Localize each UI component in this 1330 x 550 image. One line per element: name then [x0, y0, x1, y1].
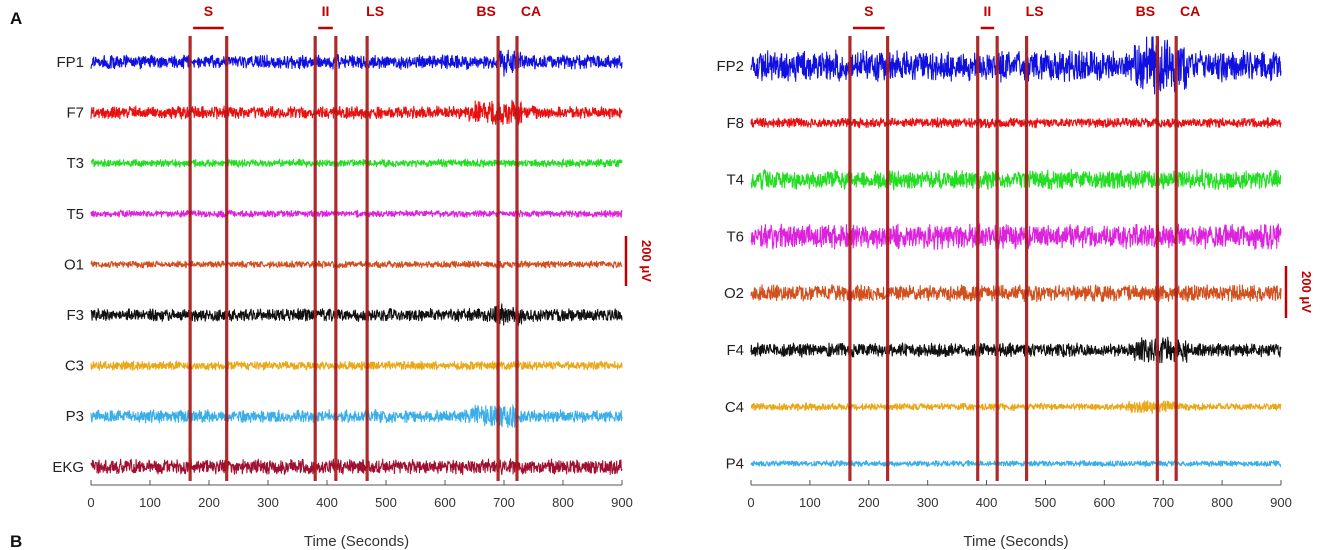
event-label-s: S — [204, 3, 213, 19]
channel-label-c4: C4 — [725, 399, 744, 416]
channel-label-p4: P4 — [726, 456, 744, 473]
x-tick-label: 0 — [87, 495, 94, 510]
x-tick-label: 900 — [1270, 495, 1292, 510]
trace-o2 — [750, 284, 1282, 303]
x-tick-label: 0 — [747, 495, 754, 510]
channel-label-t5: T5 — [66, 206, 84, 223]
x-tick-label: 400 — [976, 495, 998, 510]
channel-label-f3: F3 — [66, 307, 84, 324]
trace-c3 — [90, 360, 623, 371]
channel-label-t6: T6 — [726, 228, 744, 245]
event-label-s: S — [864, 3, 873, 19]
left-eeg-chart: FP1 F7 T3 T5 O1 F3 C3 P3 EKG S II LS BS CA 0 100 200 300 4… — [52, 3, 654, 550]
x-tick-label: 500 — [1035, 495, 1057, 510]
x-tick-label: 200 — [858, 495, 880, 510]
channel-label-t3: T3 — [66, 155, 84, 172]
channel-label-f7: F7 — [66, 105, 84, 122]
x-axis-title: Time (Seconds) — [304, 533, 409, 550]
channel-label-f4: F4 — [726, 342, 744, 359]
channel-label-fp1: FP1 — [56, 54, 84, 71]
scale-bar-label: 200 μV — [1299, 271, 1314, 313]
trace-t5 — [90, 209, 623, 218]
x-tick-label: 600 — [1093, 495, 1115, 510]
x-tick-label: 700 — [493, 495, 515, 510]
x-tick-label: 500 — [375, 495, 397, 510]
event-label-ii: II — [322, 3, 330, 19]
x-tick-label: 600 — [434, 495, 456, 510]
trace-fp1 — [90, 49, 623, 77]
trace-t4 — [750, 168, 1282, 191]
panel-letter-b: B — [10, 532, 22, 550]
event-label-ls: LS — [366, 3, 384, 19]
trace-o1 — [90, 260, 623, 269]
x-tick-label: 700 — [1152, 495, 1174, 510]
x-tick-label: 800 — [1211, 495, 1233, 510]
channel-label-p3: P3 — [66, 408, 84, 425]
event-label-bs: BS — [1136, 3, 1155, 19]
trace-c4 — [750, 400, 1282, 414]
event-label-bs: BS — [476, 3, 495, 19]
x-tick-label: 900 — [611, 495, 633, 510]
channel-label-ekg: EKG — [52, 459, 84, 476]
x-tick-label: 100 — [139, 495, 161, 510]
trace-ekg — [90, 458, 623, 476]
x-tick-label: 200 — [198, 495, 220, 510]
trace-p3 — [90, 404, 623, 428]
x-tick-label: 800 — [552, 495, 574, 510]
event-label-ca: CA — [1180, 3, 1200, 19]
trace-t3 — [90, 158, 623, 168]
event-label-ii: II — [984, 3, 992, 19]
channel-label-f8: F8 — [726, 115, 744, 132]
channel-label-o1: O1 — [64, 256, 84, 273]
channel-label-o2: O2 — [724, 285, 744, 302]
right-eeg-chart: FP2 F8 T4 T6 O2 F4 C4 P4 S II LS BS CA 0 100 200 300 400 5… — [716, 3, 1314, 550]
scale-bar-label: 200 μV — [639, 240, 654, 282]
x-tick-label: 300 — [257, 495, 279, 510]
trace-f7 — [90, 99, 623, 126]
x-tick-label: 100 — [799, 495, 821, 510]
trace-fp2 — [750, 36, 1282, 95]
event-label-ls: LS — [1026, 3, 1044, 19]
x-tick-label: 300 — [917, 495, 939, 510]
channel-label-fp2: FP2 — [716, 58, 744, 75]
trace-f3 — [90, 303, 623, 326]
trace-t6 — [750, 223, 1282, 250]
trace-f8 — [750, 117, 1282, 129]
trace-p4 — [750, 459, 1282, 468]
x-tick-label: 400 — [316, 495, 338, 510]
channel-label-t4: T4 — [726, 172, 744, 189]
x-axis-title: Time (Seconds) — [963, 533, 1068, 550]
panel-letter-a: A — [10, 9, 22, 28]
event-label-ca: CA — [521, 3, 541, 19]
channel-label-c3: C3 — [65, 358, 84, 375]
trace-f4 — [750, 336, 1282, 364]
